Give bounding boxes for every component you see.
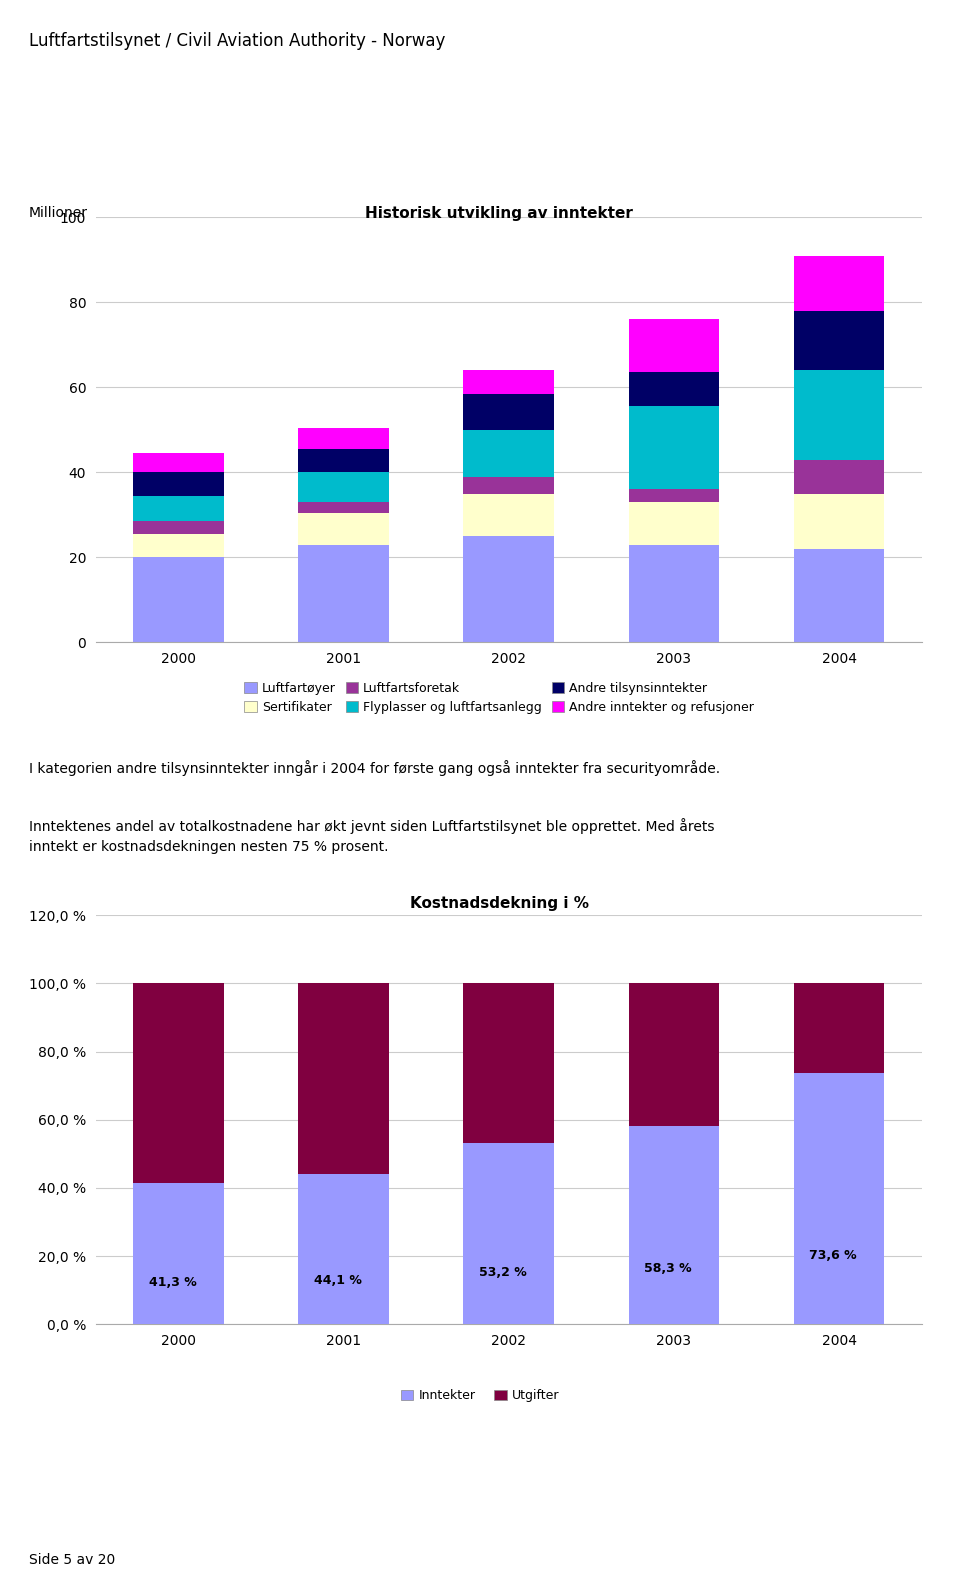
Bar: [133, 454, 224, 473]
Bar: [794, 1074, 884, 1324]
Bar: [133, 534, 224, 557]
Bar: [794, 460, 884, 493]
Bar: [299, 473, 389, 503]
Bar: [299, 544, 389, 642]
Text: 58,3 %: 58,3 %: [644, 1261, 692, 1275]
Bar: [794, 255, 884, 311]
Bar: [133, 496, 224, 522]
Bar: [794, 549, 884, 642]
Text: 44,1 %: 44,1 %: [314, 1274, 362, 1286]
Bar: [629, 1126, 719, 1324]
Bar: [133, 473, 224, 496]
Bar: [133, 983, 224, 1183]
Text: Side 5 av 20: Side 5 av 20: [29, 1553, 115, 1567]
Text: Historisk utvikling av inntekter: Historisk utvikling av inntekter: [365, 206, 634, 220]
Bar: [794, 983, 884, 1074]
Bar: [133, 522, 224, 534]
Bar: [629, 319, 719, 373]
Bar: [299, 983, 389, 1174]
Bar: [464, 536, 554, 642]
Bar: [299, 512, 389, 544]
Bar: [629, 544, 719, 642]
Bar: [299, 1174, 389, 1324]
Bar: [299, 503, 389, 512]
Bar: [464, 370, 554, 393]
Text: 53,2 %: 53,2 %: [479, 1266, 527, 1278]
Bar: [464, 476, 554, 493]
Bar: [794, 311, 884, 370]
Text: Inntektenes andel av totalkostnadene har økt jevnt siden Luftfartstilsynet ble o: Inntektenes andel av totalkostnadene har…: [29, 818, 714, 853]
Bar: [629, 490, 719, 503]
Legend: Luftfartøyer, Sertifikater, Luftfartsforetak, Flyplasser og luftfartsanlegg, And: Luftfartøyer, Sertifikater, Luftfartsfor…: [244, 682, 755, 714]
Bar: [464, 983, 554, 1144]
Bar: [299, 449, 389, 473]
Bar: [464, 430, 554, 476]
Text: Luftfartstilsynet / Civil Aviation Authority - Norway: Luftfartstilsynet / Civil Aviation Autho…: [29, 32, 445, 49]
Bar: [299, 428, 389, 449]
Bar: [133, 557, 224, 642]
Bar: [133, 1183, 224, 1324]
Bar: [464, 1144, 554, 1324]
Text: Kostnadsdekning i %: Kostnadsdekning i %: [410, 896, 588, 910]
Text: 73,6 %: 73,6 %: [809, 1248, 857, 1261]
Bar: [629, 503, 719, 544]
Bar: [629, 406, 719, 490]
Bar: [629, 983, 719, 1126]
Text: Millioner: Millioner: [29, 206, 87, 220]
Bar: [794, 370, 884, 460]
Text: I kategorien andre tilsynsinntekter inngår i 2004 for første gang også inntekter: I kategorien andre tilsynsinntekter inng…: [29, 760, 720, 776]
Legend: Inntekter, Utgifter: Inntekter, Utgifter: [396, 1385, 564, 1407]
Bar: [794, 493, 884, 549]
Bar: [464, 393, 554, 430]
Bar: [464, 493, 554, 536]
Text: 41,3 %: 41,3 %: [149, 1277, 197, 1289]
Bar: [629, 373, 719, 406]
